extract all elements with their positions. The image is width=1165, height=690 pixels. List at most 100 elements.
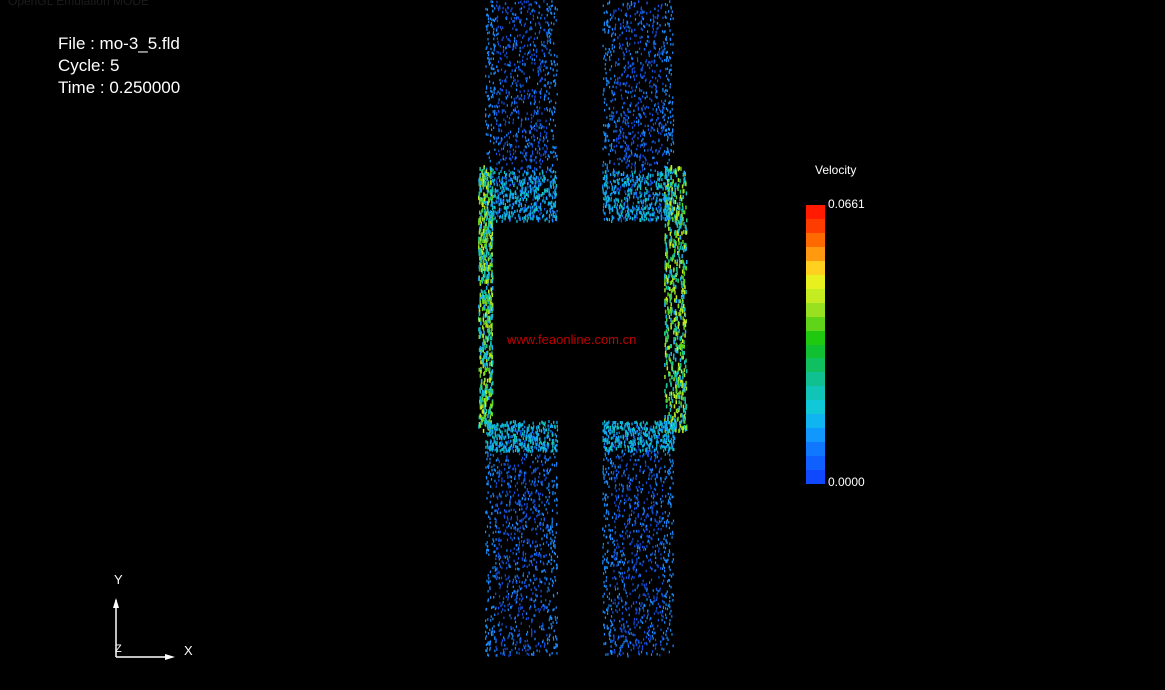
velocity-vector [555, 646, 557, 649]
velocity-vector [521, 2, 523, 6]
velocity-vector [614, 651, 616, 654]
velocity-vector [556, 504, 558, 507]
velocity-vector [639, 644, 641, 648]
velocity-vector [622, 542, 624, 545]
velocity-vector [627, 21, 629, 25]
velocity-vector [508, 38, 510, 41]
velocity-vector [507, 459, 509, 462]
velocity-vector [531, 117, 533, 120]
velocity-vector [608, 25, 610, 28]
velocity-vector [638, 448, 640, 451]
velocity-vector [672, 594, 674, 597]
velocity-vector [654, 561, 657, 564]
velocity-vector [540, 595, 542, 598]
velocity-vector [531, 620, 533, 624]
velocity-vector [622, 18, 625, 22]
velocity-vector [610, 461, 613, 465]
velocity-vector [639, 594, 641, 597]
velocity-vector [635, 486, 637, 489]
velocity-vector [605, 132, 607, 135]
velocity-vector [503, 616, 505, 620]
velocity-vector [514, 526, 516, 529]
velocity-vector [515, 145, 517, 149]
velocity-vector [638, 596, 640, 599]
velocity-vector [639, 158, 641, 162]
velocity-vector [619, 76, 621, 80]
velocity-vector [640, 490, 642, 494]
velocity-vector [534, 95, 536, 98]
velocity-vector [618, 545, 620, 549]
velocity-vector [619, 560, 621, 564]
velocity-vector [505, 561, 507, 565]
velocity-vector [502, 176, 504, 179]
velocity-vector [662, 41, 665, 44]
velocity-vector [614, 557, 616, 561]
velocity-vector [543, 138, 545, 141]
velocity-vector [661, 611, 663, 614]
velocity-vector [641, 68, 643, 72]
velocity-vector [485, 74, 487, 78]
velocity-vector [500, 651, 502, 655]
velocity-vector [522, 481, 524, 484]
velocity-vector [553, 479, 555, 483]
velocity-vector [611, 16, 613, 19]
velocity-vector [605, 498, 607, 502]
velocity-vector [528, 541, 530, 544]
velocity-vector [506, 647, 508, 650]
velocity-vector [501, 639, 503, 642]
velocity-vector [603, 54, 606, 58]
velocity-vector [668, 565, 670, 568]
velocity-vector [669, 56, 671, 60]
velocity-vector [492, 168, 494, 172]
velocity-vector [645, 60, 647, 64]
velocity-vector [626, 602, 628, 605]
velocity-vector [504, 653, 506, 657]
velocity-vector [483, 381, 485, 386]
velocity-vector [604, 198, 606, 202]
velocity-vector [648, 213, 651, 217]
velocity-vector [641, 164, 643, 167]
velocity-vector [638, 612, 640, 615]
velocity-vector [606, 134, 609, 138]
velocity-vector [649, 457, 652, 461]
velocity-vector [642, 560, 644, 564]
velocity-vector [553, 595, 555, 598]
velocity-vector [526, 503, 528, 506]
velocity-vector [625, 532, 627, 535]
velocity-vector [515, 66, 517, 70]
velocity-vector [668, 549, 670, 552]
velocity-vector [485, 47, 487, 50]
velocity-vector [533, 499, 535, 502]
velocity-vector [534, 470, 536, 473]
velocity-vector [517, 199, 519, 203]
velocity-vector [499, 78, 501, 82]
velocity-vector [496, 571, 498, 575]
velocity-vector [609, 159, 611, 163]
velocity-vector [539, 217, 541, 220]
velocity-vector [628, 613, 630, 617]
velocity-vector [633, 78, 636, 81]
velocity-vector [548, 488, 550, 492]
velocity-vector [657, 619, 659, 622]
velocity-vector [631, 62, 633, 65]
velocity-vector [486, 152, 488, 155]
velocity-vector [545, 150, 547, 154]
velocity-vector [486, 13, 488, 17]
velocity-vector [549, 168, 551, 172]
velocity-vector [520, 167, 522, 170]
velocity-vector [485, 335, 487, 340]
velocity-vector [507, 582, 509, 586]
velocity-vector [531, 554, 533, 558]
velocity-vector [618, 119, 620, 123]
velocity-vector [494, 34, 496, 37]
velocity-vector [626, 146, 628, 149]
velocity-vector [517, 567, 519, 571]
velocity-vector [606, 166, 608, 169]
velocity-vector [641, 35, 643, 39]
velocity-vector [623, 111, 625, 114]
velocity-vector [487, 447, 489, 450]
velocity-vector [632, 537, 634, 541]
velocity-vector [623, 452, 626, 456]
velocity-vector [653, 528, 655, 532]
velocity-vector [643, 523, 645, 526]
